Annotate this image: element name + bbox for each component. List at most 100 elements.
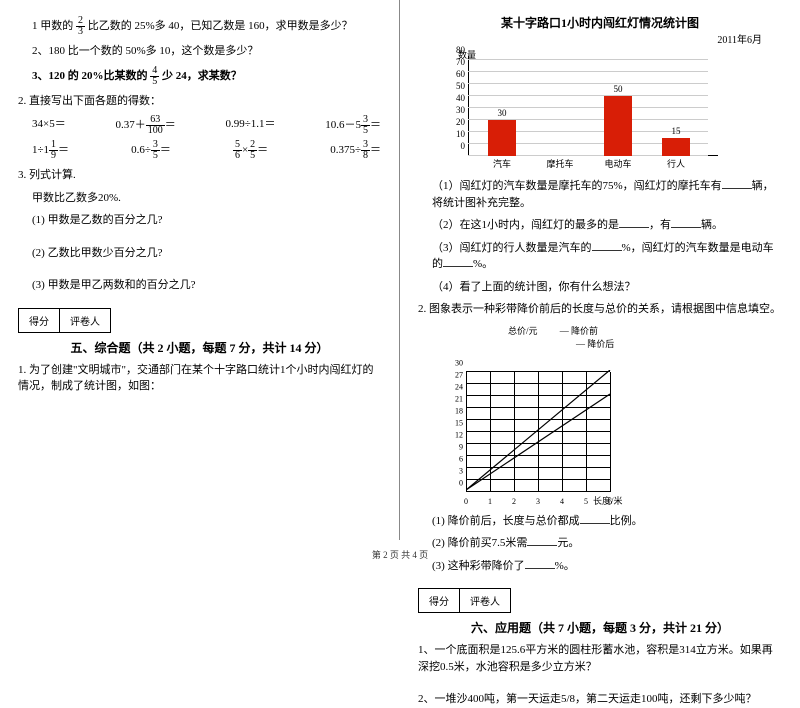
lc-grid-v: [514, 372, 515, 492]
calc-2-2: 0.6÷35＝: [131, 140, 171, 161]
lc-x-label: 4: [560, 497, 564, 506]
calc-1-4: 10.6－535＝: [325, 115, 381, 136]
lc-grid-v: [562, 372, 563, 492]
app-q2: 2、一堆沙400吨，第一天运走5/8，第二天运走100吨，还剩下多少吨？: [418, 691, 782, 708]
gridline: [468, 95, 708, 96]
q1-text-b: 比乙数的 25%多 40，已知乙数是 160，求甲数是多少？: [88, 20, 353, 32]
lc-x-label: 6: [608, 497, 612, 506]
legend-before: — 降价前: [560, 326, 598, 336]
left-column: 1 甲数的 23 比乙数的 25%多 40，已知乙数是 160，求甲数是多少？ …: [0, 0, 400, 540]
bar-value: 50: [604, 84, 632, 94]
lc-grid-h: [466, 371, 610, 372]
lc-grid-h: [466, 431, 610, 432]
y-tick-label: 10: [456, 129, 465, 139]
legend-after: — 降价后: [576, 339, 614, 349]
lc-grid-h: [466, 479, 610, 480]
lc-y-label: 30: [455, 358, 463, 367]
q3-text-b: 少 24，求某数？: [162, 70, 242, 82]
lc-grid-h: [466, 419, 610, 420]
score-box-right: 得分 评卷人: [418, 588, 782, 613]
lc-y-label: 9: [459, 442, 463, 451]
page-footer: 第 2 页 共 4 页: [0, 548, 800, 561]
lc-y-label: 0: [459, 478, 463, 487]
x-tick-label: 摩托车: [540, 157, 580, 170]
line-chart: 0123456036912151821242730: [448, 356, 668, 506]
gridline: [468, 83, 708, 84]
question-4: 2. 直接写出下面各题的得数：: [18, 93, 381, 110]
lc-grid-h: [466, 467, 610, 468]
lc-y-label: 12: [455, 430, 463, 439]
lc-x-label: 0: [464, 497, 468, 506]
calc-1-1: 34×5＝: [32, 115, 66, 136]
lc-y-label: 18: [455, 406, 463, 415]
question-2: 2、180 比一个数的 50%多 10，这个数是多少？: [18, 43, 381, 60]
question-5: 3. 列式计算.: [18, 167, 381, 184]
x-tick-label: 汽车: [482, 157, 522, 170]
gridline: [468, 59, 708, 60]
lc-grid-h: [466, 383, 610, 384]
calc-row-2: 1÷119＝ 0.6÷35＝ 56×25＝ 0.375÷38＝: [32, 140, 381, 161]
lc-y-label: 3: [459, 466, 463, 475]
lc-x-label: 1: [488, 497, 492, 506]
lc-grid-v: [586, 372, 587, 492]
q5-stem: 甲数比乙数多20%.: [18, 190, 381, 207]
lc-grid-v: [610, 372, 611, 492]
y-tick-label: 60: [456, 69, 465, 79]
question-3: 3、120 的 20%比某数的 45 少 24，求某数？: [18, 66, 381, 87]
q1-text-a: 1 甲数的: [32, 20, 73, 32]
q3-text-a: 3、120 的 20%比某数的: [32, 70, 148, 82]
lc-grid-h: [466, 395, 610, 396]
grader-label-r: 评卷人: [460, 588, 511, 613]
x-tick-label: 行人: [656, 157, 696, 170]
lc-y-label: 6: [459, 454, 463, 463]
lc-grid-v: [538, 372, 539, 492]
lc-x-label: 5: [584, 497, 588, 506]
lc-grid-v: [490, 372, 491, 492]
bar-sub3: （3）闯红灯的行人数量是汽车的%，闯红灯的汽车数量是电动车的%。: [418, 240, 782, 273]
q5-sub1: (1) 甲数是乙数的百分之几?: [18, 212, 381, 229]
section-6-title: 六、应用题（共 7 小题，每题 3 分，共计 21 分）: [418, 619, 782, 636]
bar-sub1: （1）闯红灯的汽车数量是摩托车的75%，闯红灯的摩托车有辆，将统计图补充完整。: [418, 178, 782, 211]
composite-q1: 1. 为了创建"文明城市"，交通部门在某个十字路口统计1个小时内闯红灯的情况，制…: [18, 362, 381, 395]
calc-2-3: 56×25＝: [233, 140, 268, 161]
bar-电动车: 50: [604, 96, 632, 156]
lc-grid-h: [466, 407, 610, 408]
bar-sub2: （2）在这1小时内，闯红灯的最多的是，有辆。: [418, 217, 782, 234]
section-5-title: 五、综合题（共 2 小题，每题 7 分，共计 14 分）: [18, 339, 381, 356]
x-tick-label: 电动车: [598, 157, 638, 170]
calc-row-1: 34×5＝ 0.37＋63100＝ 0.99÷1.1＝ 10.6－535＝: [32, 115, 381, 136]
right-column: 某十字路口1小时内闯红灯情况统计图 2011年6月 数量 01020304050…: [400, 0, 800, 540]
lc-grid-h: [466, 455, 610, 456]
calc-2-4: 0.375÷38＝: [330, 140, 381, 161]
gridline: [468, 71, 708, 72]
y-tick-label: 30: [456, 105, 465, 115]
y-tick-label: 80: [456, 45, 465, 55]
bar-value: 15: [662, 126, 690, 136]
lc-x-label: 2: [512, 497, 516, 506]
bar-sub4: （4）看了上面的统计图，你有什么想法？: [418, 279, 782, 296]
grader-label: 评卷人: [60, 308, 111, 333]
lc-x-label: 3: [536, 497, 540, 506]
y2-axis-title: 总价/元: [508, 326, 538, 336]
calc-1-2: 0.37＋63100＝: [115, 115, 175, 136]
app-q1: 1、一个底面积是125.6平方米的圆柱形蓄水池，容积是314立方米。如果再深挖0…: [418, 642, 782, 675]
score-box-left: 得分 评卷人: [18, 308, 381, 333]
bar-chart-title: 某十字路口1小时内闯红灯情况统计图: [418, 14, 782, 31]
bar-chart-date: 2011年6月: [418, 31, 762, 46]
lc-y-label: 15: [455, 418, 463, 427]
score-label: 得分: [18, 308, 60, 333]
lc-y-label: 27: [455, 370, 463, 379]
calc-2-1: 1÷119＝: [32, 140, 69, 161]
y-tick-label: 40: [456, 93, 465, 103]
q1-fraction: 23: [76, 16, 85, 37]
score-label-r: 得分: [418, 588, 460, 613]
y-tick-label: 0: [461, 141, 466, 151]
q3-fraction: 45: [150, 66, 159, 87]
bar-chart: 数量 0102030405060708030汽车摩托车50电动车15行人: [438, 50, 782, 170]
bar-行人: 15: [662, 138, 690, 156]
bar-汽车: 30: [488, 120, 516, 156]
q5-sub2: (2) 乙数比甲数少百分之几?: [18, 245, 381, 262]
lc-y-label: 21: [455, 394, 463, 403]
lc-grid-h: [466, 443, 610, 444]
lc-y-label: 24: [455, 382, 463, 391]
